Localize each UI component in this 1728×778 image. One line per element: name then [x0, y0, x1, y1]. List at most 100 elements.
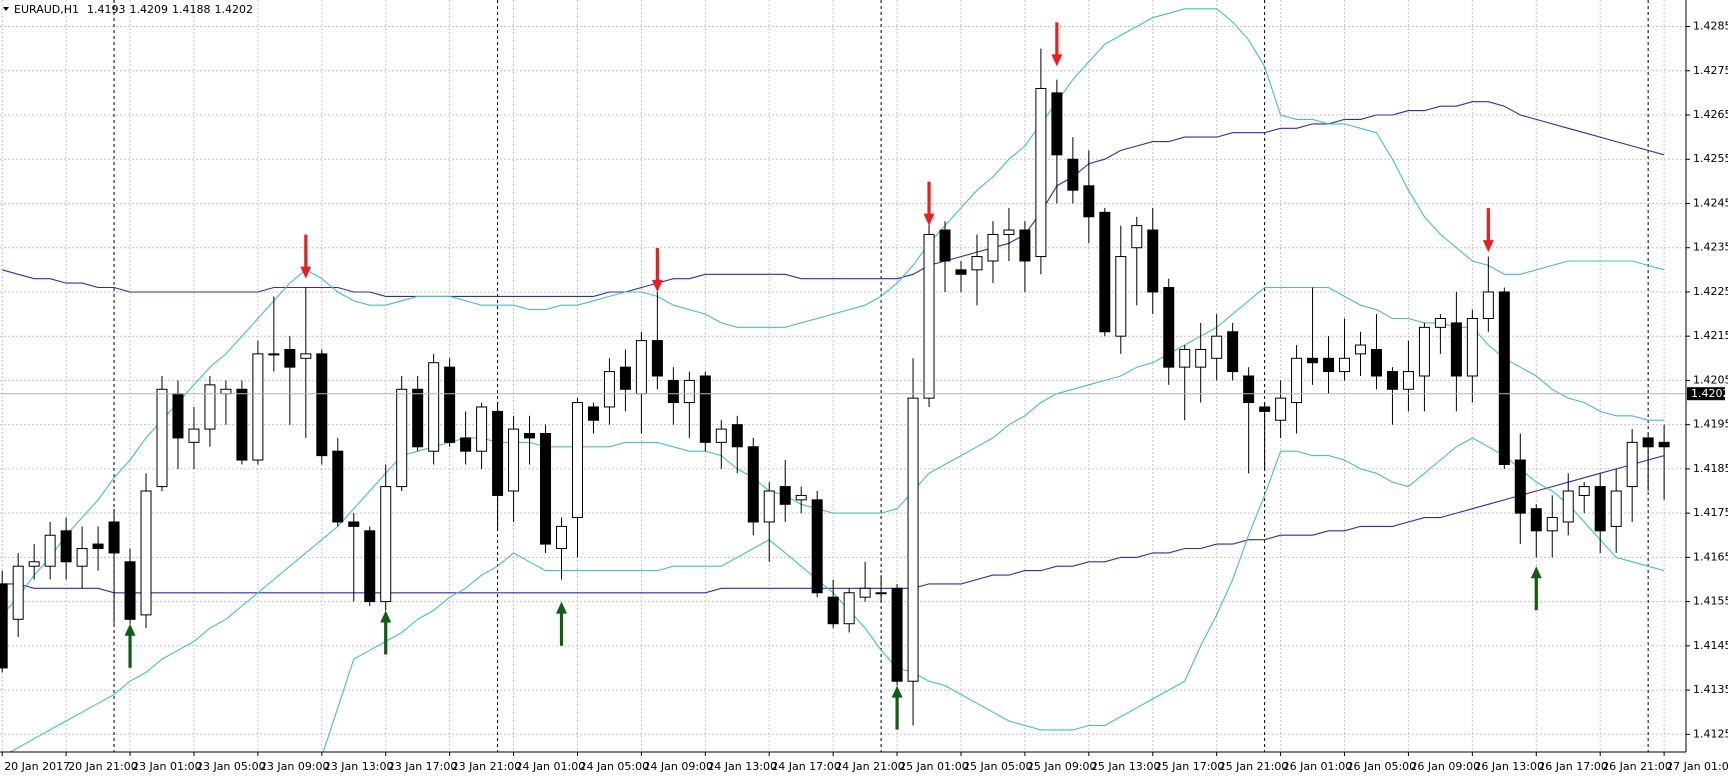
- candle-bear: [1019, 229, 1031, 262]
- candle-bull: [1195, 348, 1207, 368]
- candle-bull: [252, 353, 264, 461]
- candle-bull: [1434, 317, 1446, 328]
- candle-bear: [92, 543, 104, 550]
- y-tick-label: 1.4195: [1693, 418, 1728, 431]
- y-tick-label: 1.4285: [1693, 20, 1728, 33]
- menu-triangle[interactable]: [3, 7, 9, 11]
- candle-bull: [76, 548, 88, 567]
- candle-bull: [12, 565, 24, 620]
- x-tick-label: 24 Jan 21:00: [835, 760, 905, 773]
- candle-bear: [540, 433, 552, 545]
- candle-bear: [364, 530, 376, 603]
- candle-bull: [1482, 291, 1494, 319]
- candle-bear: [619, 366, 631, 390]
- y-tick-label: 1.4255: [1693, 152, 1728, 165]
- x-tick-label: 26 Jan 21:00: [1602, 760, 1672, 773]
- candle-bull: [635, 340, 647, 395]
- candle-bear: [236, 388, 248, 461]
- indicator-line: [322, 437, 1665, 752]
- x-tick-label: 26 Jan 17:00: [1538, 760, 1608, 773]
- candle-bull: [1003, 229, 1015, 235]
- y-tick-label: 1.4235: [1693, 241, 1728, 254]
- x-tick-label: 25 Jan 01:00: [899, 760, 969, 773]
- candle-bear: [284, 348, 296, 368]
- candle-bear: [332, 450, 344, 523]
- candle-bull: [268, 353, 280, 356]
- x-tick-label: 25 Jan 09:00: [1027, 760, 1097, 773]
- candle-bull: [571, 402, 583, 519]
- candle-bear: [460, 437, 472, 452]
- x-tick-label: 20 Jan 2017: [4, 760, 70, 773]
- candle-bull: [508, 428, 520, 492]
- y-tick-label: 1.4225: [1693, 285, 1728, 298]
- quote-close: 1.4202: [215, 3, 254, 16]
- candle-bull: [1115, 256, 1127, 337]
- candle-bull: [1355, 344, 1366, 355]
- x-tick-label: 26 Jan 01:00: [1283, 760, 1353, 773]
- sell-arrow: [651, 247, 663, 292]
- candle-bear: [444, 366, 456, 443]
- candle-bull: [28, 561, 40, 567]
- candle-bear: [1658, 441, 1670, 448]
- y-tick-label: 1.4275: [1693, 64, 1728, 77]
- y-tick-label: 1.4215: [1693, 329, 1728, 342]
- x-tick-label: 25 Jan 17:00: [1155, 760, 1225, 773]
- candle-bull: [44, 534, 56, 567]
- sell-arrow: [1051, 22, 1063, 67]
- candle-bull: [1418, 326, 1430, 377]
- candle-bear: [60, 530, 72, 563]
- candle-bull: [1546, 517, 1558, 532]
- candle-bear: [316, 353, 328, 457]
- candle-bull: [603, 371, 615, 408]
- x-tick-label: 26 Jan 09:00: [1410, 760, 1480, 773]
- buy-arrow: [1530, 566, 1542, 611]
- candle-bear: [651, 340, 663, 377]
- candle-bull: [428, 362, 440, 452]
- candle-bear: [1227, 331, 1239, 373]
- y-tick-label: 1.4265: [1693, 108, 1728, 121]
- candle-bull: [1610, 490, 1622, 527]
- candle-bear: [1099, 211, 1111, 333]
- indicator-line: [2, 101, 1665, 297]
- x-tick-label: 26 Jan 05:00: [1347, 760, 1417, 773]
- candle-bull: [1626, 441, 1638, 488]
- x-tick-label: 25 Jan 21:00: [1219, 760, 1289, 773]
- candle-bull: [1179, 348, 1191, 368]
- candle-bull: [476, 406, 488, 452]
- x-tick-label: 24 Jan 09:00: [643, 760, 713, 773]
- candle-bear: [811, 499, 823, 594]
- candle-bear: [524, 433, 536, 439]
- buy-arrow: [380, 610, 392, 655]
- candle-bear: [891, 587, 903, 682]
- sell-arrow: [300, 234, 312, 279]
- candle-bull: [795, 494, 807, 501]
- candle-bear: [955, 269, 967, 275]
- candle-bear: [939, 229, 951, 262]
- candle-bull: [1578, 486, 1590, 496]
- candle-bear: [731, 424, 743, 448]
- candle-bull: [156, 388, 168, 488]
- candle-bull: [220, 388, 232, 395]
- candle-bull: [907, 397, 919, 682]
- x-tick-label: 24 Jan 01:00: [516, 760, 586, 773]
- candle-bear: [1514, 459, 1526, 514]
- candle-bull: [1562, 490, 1574, 523]
- candle-bear: [1530, 508, 1542, 532]
- candle-bull: [1131, 225, 1143, 249]
- symbol: EURAUD,H1: [14, 3, 79, 16]
- y-tick-label: 1.4175: [1693, 506, 1728, 519]
- candle-bull: [715, 428, 727, 443]
- candle-bull: [188, 428, 200, 443]
- candle-bull: [396, 388, 408, 488]
- candle-bull: [763, 490, 775, 523]
- y-tick-label: 1.4245: [1693, 196, 1728, 209]
- candle-bull: [1035, 87, 1047, 258]
- price-label-box: [1687, 387, 1725, 401]
- candle-bull: [683, 379, 695, 404]
- indicator-line: [9, 286, 1665, 752]
- candle-bear: [1594, 486, 1606, 532]
- candle-bear: [0, 583, 8, 669]
